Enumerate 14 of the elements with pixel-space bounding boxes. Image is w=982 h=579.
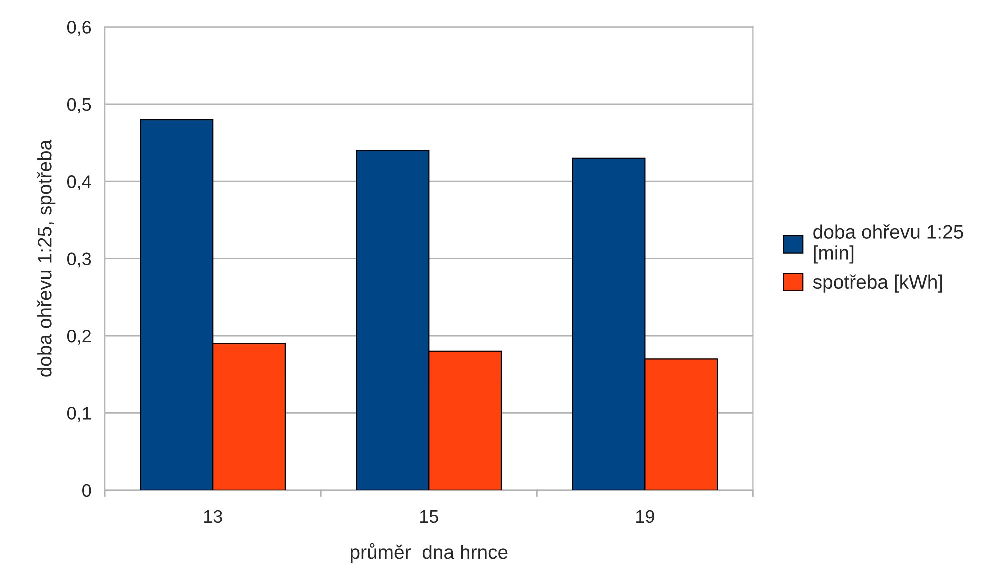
y-tick-label: 0,6 <box>67 21 92 36</box>
y-tick-label: 0,1 <box>67 407 91 422</box>
y-tick-label: 0 <box>82 484 92 498</box>
x-tick-label: 13 <box>204 510 222 524</box>
y-tick-label: 0,4 <box>67 176 92 190</box>
x-axis-title: průměr dna hrnce <box>350 543 508 564</box>
legend-label: doba ohřevu 1:25 [min] <box>814 224 964 264</box>
x-tick-label: 15 <box>420 510 438 524</box>
y-axis-title: doba ohřevu 1:25, spotřeba <box>37 140 56 377</box>
y-tick-label: 0,3 <box>67 252 92 268</box>
x-tick-label: 19 <box>636 510 654 524</box>
y-tick-label: 0,2 <box>67 330 91 345</box>
y-tick-label: 0,5 <box>67 98 92 114</box>
legend-label: spotřeba [kWh] <box>813 274 942 293</box>
